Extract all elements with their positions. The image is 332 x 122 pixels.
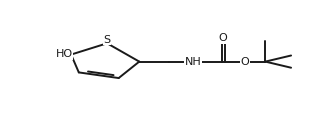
Text: O: O [240, 57, 249, 67]
Text: HO: HO [56, 49, 73, 59]
Text: O: O [219, 33, 227, 43]
Text: NH: NH [185, 57, 202, 67]
Text: S: S [104, 35, 111, 45]
